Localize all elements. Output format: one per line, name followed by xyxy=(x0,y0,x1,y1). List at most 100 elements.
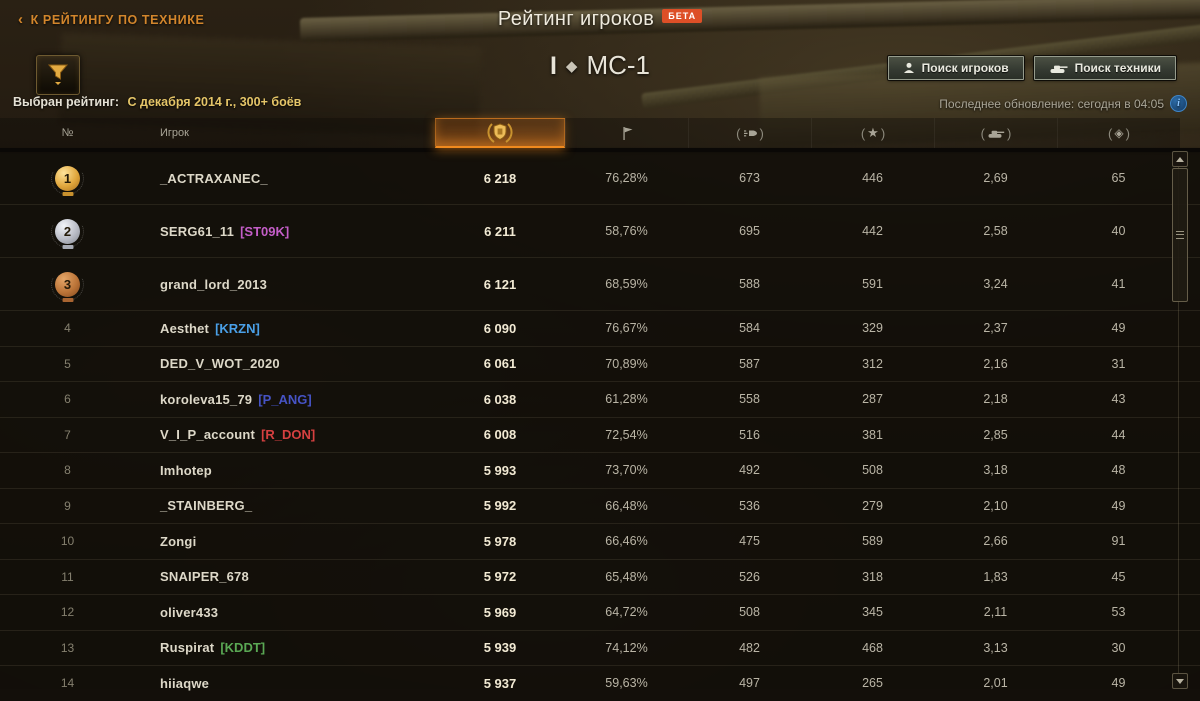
column-header-avg-spotted[interactable]: ( ◈ ) xyxy=(1057,118,1180,148)
win-percent-value: 59,63% xyxy=(605,676,648,691)
table-row[interactable]: 8 Imhotep 5 993 73,70% 492 508 3,18 48 xyxy=(0,452,1200,488)
player-name[interactable]: SERG61_11 xyxy=(160,223,235,239)
avg-destroyed-value: 1,83 xyxy=(983,569,1008,584)
avg-damage-value: 508 xyxy=(739,605,760,620)
table-row[interactable]: 13 Ruspirat [KDDT] 5 939 74,12% 482 468 3,13 30 xyxy=(0,629,1200,666)
search-players-label: Поиск игроков xyxy=(921,61,1009,75)
avg-experience-value: 318 xyxy=(862,569,883,584)
avg-destroyed-value: 3,24 xyxy=(983,277,1008,291)
rating-table: № Игрок ( ) xyxy=(0,118,1200,701)
clan-tag[interactable]: [ST09K] xyxy=(240,223,290,239)
back-chevron-icon: ‹ xyxy=(18,11,24,28)
scrollbar-up-button[interactable] xyxy=(1172,151,1188,167)
rating-value: 5 972 xyxy=(483,569,517,585)
rating-value: 5 992 xyxy=(483,498,517,514)
table-row[interactable]: 3 grand_lord_2013 6 121 68,59% 588 591 3,24 41 xyxy=(0,257,1200,310)
win-percent-value: 74,12% xyxy=(605,640,648,655)
clan-tag[interactable]: [R_DON] xyxy=(261,427,316,443)
back-to-vehicle-rating-link[interactable]: ‹ К РЕЙТИНГУ ПО ТЕХНИКЕ xyxy=(18,12,204,27)
scrollbar-down-button[interactable] xyxy=(1172,673,1188,689)
table-row[interactable]: 5 DED_V_WOT_2020 6 061 70,89% 587 312 2,16 31 xyxy=(0,345,1200,381)
medal-bronze-icon: 3 xyxy=(55,271,80,297)
clan-tag[interactable]: [KRZN] xyxy=(215,320,260,336)
table-row[interactable]: 2 SERG61_11 [ST09K] 6 211 58,76% 695 442 2,58 40 xyxy=(0,204,1200,257)
table-row[interactable]: 4 Aesthet [KRZN] 6 090 76,67% 584 329 2,37 49 xyxy=(0,310,1200,346)
avg-experience-value: 446 xyxy=(862,171,883,185)
player-name[interactable]: SNAIPER_678 xyxy=(160,569,249,585)
rank-number: 5 xyxy=(64,356,71,371)
scrollbar-track[interactable] xyxy=(1178,167,1179,673)
win-flag-icon xyxy=(622,126,632,140)
avg-spotted-value: 45 xyxy=(1111,569,1126,584)
player-name[interactable]: koroleva15_79 xyxy=(160,391,253,407)
rank-number: 9 xyxy=(64,498,71,513)
table-row[interactable]: 6 koroleva15_79 [P_ANG] 6 038 61,28% 558 287 2,… xyxy=(0,381,1200,417)
player-name[interactable]: hiiaqwe xyxy=(160,675,210,691)
clan-tag[interactable]: [KDDT] xyxy=(220,640,266,656)
avg-spotted-icon: ◈ xyxy=(1114,126,1124,140)
clan-tag[interactable]: [P_ANG] xyxy=(258,391,312,407)
rating-wreath-icon xyxy=(487,122,513,143)
win-percent-value: 73,70% xyxy=(605,463,648,478)
table-row[interactable]: 7 V_I_P_account [R_DON] 6 008 72,54% 516 381 2,… xyxy=(0,416,1200,452)
win-percent-value: 58,76% xyxy=(605,224,648,238)
rank-number: 11 xyxy=(61,569,74,584)
avg-destroyed-value: 2,16 xyxy=(983,356,1008,371)
column-header-win-percent[interactable] xyxy=(565,118,688,148)
rank-number: 7 xyxy=(64,427,71,442)
table-row[interactable]: 10 Zongi 5 978 66,46% 475 589 2,66 91 xyxy=(0,523,1200,559)
table-row[interactable]: 11 SNAIPER_678 5 972 65,48% 526 318 1,83 45 xyxy=(0,558,1200,594)
avg-destroyed-value: 2,01 xyxy=(983,676,1008,691)
column-header-avg-experience[interactable]: ( ★ ) xyxy=(811,118,934,148)
player-cell: _STAINBERG_ xyxy=(135,489,435,524)
win-percent-value: 61,28% xyxy=(605,392,648,407)
last-update-line: Последнее обновление: сегодня в 04:05 i xyxy=(939,95,1187,112)
column-header-avg-destroyed[interactable]: ( ) xyxy=(934,118,1057,148)
avg-experience-star-icon: ★ xyxy=(867,125,879,140)
scrollbar-thumb[interactable] xyxy=(1172,168,1188,302)
person-icon xyxy=(903,62,914,73)
rating-value: 6 008 xyxy=(483,427,517,443)
player-name[interactable]: Ruspirat xyxy=(160,640,215,656)
column-header-avg-damage[interactable]: ( ) xyxy=(688,118,811,148)
filter-button[interactable] xyxy=(36,55,80,95)
player-name[interactable]: Aesthet xyxy=(160,320,210,336)
player-cell: Aesthet [KRZN] xyxy=(135,311,435,346)
title-bar: Рейтинг игроков БЕТА xyxy=(0,8,1200,31)
player-cell: Ruspirat [KDDT] xyxy=(135,631,435,666)
avg-spotted-value: 43 xyxy=(1111,392,1126,407)
table-row[interactable]: 9 _STAINBERG_ 5 992 66,48% 536 279 2,10 49 xyxy=(0,487,1200,524)
avg-damage-value: 587 xyxy=(739,356,760,371)
player-name[interactable]: oliver433 xyxy=(160,604,219,620)
rating-value: 5 993 xyxy=(483,462,517,478)
player-name[interactable]: _STAINBERG_ xyxy=(160,498,253,514)
avg-spotted-value: 65 xyxy=(1111,171,1126,185)
avg-damage-value: 536 xyxy=(739,498,760,513)
player-name[interactable]: V_I_P_account xyxy=(160,427,256,443)
column-header-rating[interactable] xyxy=(435,118,565,148)
rank-number: 8 xyxy=(64,463,71,478)
rating-value: 6 121 xyxy=(483,276,517,292)
avg-destroyed-value: 2,58 xyxy=(983,224,1008,238)
avg-experience-value: 329 xyxy=(862,321,883,336)
table-row[interactable]: 12 oliver433 5 969 64,72% 508 345 2,11 53 xyxy=(0,594,1200,630)
info-icon[interactable]: i xyxy=(1170,95,1187,112)
avg-spotted-value: 31 xyxy=(1111,356,1126,371)
player-name[interactable]: DED_V_WOT_2020 xyxy=(160,356,280,372)
avg-damage-value: 584 xyxy=(739,321,760,336)
page-title: Рейтинг игроков xyxy=(497,8,655,30)
rank-medal: 2 xyxy=(0,205,135,257)
player-name[interactable]: Zongi xyxy=(160,533,197,549)
search-players-button[interactable]: Поиск игроков xyxy=(887,56,1024,80)
back-link-label: К РЕЙТИНГУ ПО ТЕХНИКЕ xyxy=(30,12,205,27)
table-row[interactable]: 1 _ACTRAXANEC_ 6 218 76,28% 673 446 2,69 65 xyxy=(0,152,1200,204)
rank-number: 14 xyxy=(60,676,75,691)
player-cell: hiiaqwe xyxy=(135,666,435,701)
medal-silver-icon: 2 xyxy=(55,218,80,244)
player-name[interactable]: Imhotep xyxy=(160,462,212,478)
search-vehicles-button[interactable]: Поиск техники xyxy=(1033,56,1176,80)
player-name[interactable]: _ACTRAXANEC_ xyxy=(160,170,268,186)
player-name[interactable]: grand_lord_2013 xyxy=(160,276,268,292)
vehicle-tier: I xyxy=(549,52,557,80)
table-row[interactable]: 14 hiiaqwe 5 937 59,63% 497 265 2,01 49 xyxy=(0,665,1200,701)
